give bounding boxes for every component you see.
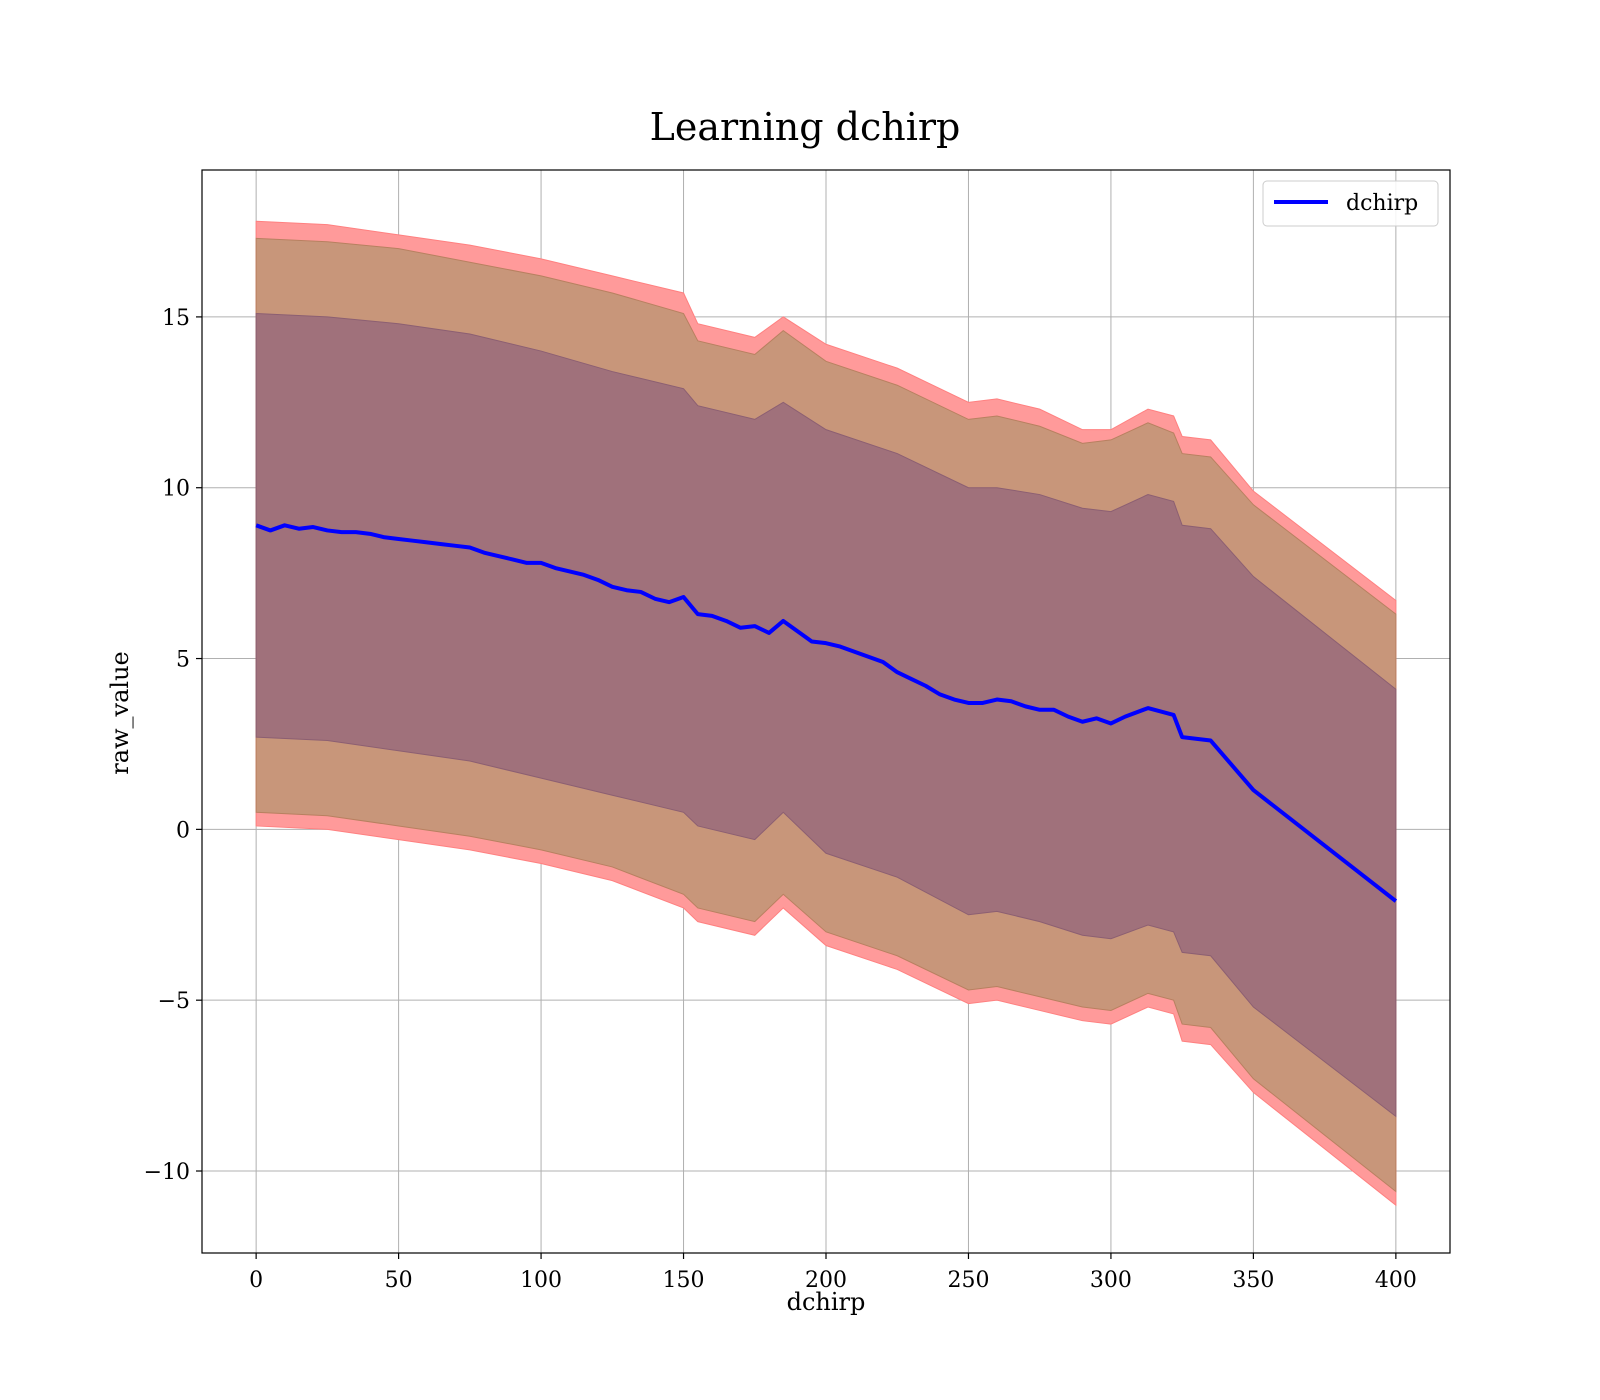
y-tick-label: 0	[176, 818, 190, 843]
y-axis-label: raw_value	[106, 651, 134, 775]
x-tick-label: 400	[1375, 1268, 1417, 1293]
confidence-bands	[255, 220, 1397, 1207]
chart-title: Learning dchirp	[650, 105, 961, 149]
y-tick-label: −10	[144, 1160, 190, 1185]
y-tick-label: 10	[162, 477, 190, 502]
x-tick-label: 100	[520, 1268, 562, 1293]
y-tick-label: 15	[162, 306, 190, 331]
legend: dchirp	[1262, 180, 1439, 227]
band-inner	[255, 312, 1397, 1118]
x-tick-label: 50	[385, 1268, 413, 1293]
plot-area	[201, 169, 1451, 1254]
x-axis-label: dchirp	[787, 1288, 866, 1316]
x-axis-ticks: 0 50 100 150 200 250 300 350 400	[249, 1253, 1417, 1293]
y-axis-ticks: −10 −5 0 5 10 15	[144, 306, 202, 1185]
x-tick-label: 150	[663, 1268, 705, 1293]
series-lines	[255, 523, 1398, 903]
y-tick-label: −5	[158, 989, 190, 1014]
x-tick-label: 200	[805, 1268, 847, 1293]
x-tick-label: 250	[947, 1268, 989, 1293]
x-tick-label: 350	[1232, 1268, 1274, 1293]
y-tick-label: 5	[176, 648, 190, 673]
x-tick-label: 300	[1090, 1268, 1132, 1293]
x-tick-label: 0	[249, 1268, 263, 1293]
legend-label: dchirp	[1346, 191, 1418, 216]
legend-box	[1262, 180, 1439, 227]
series-line-dchirp	[255, 523, 1398, 903]
